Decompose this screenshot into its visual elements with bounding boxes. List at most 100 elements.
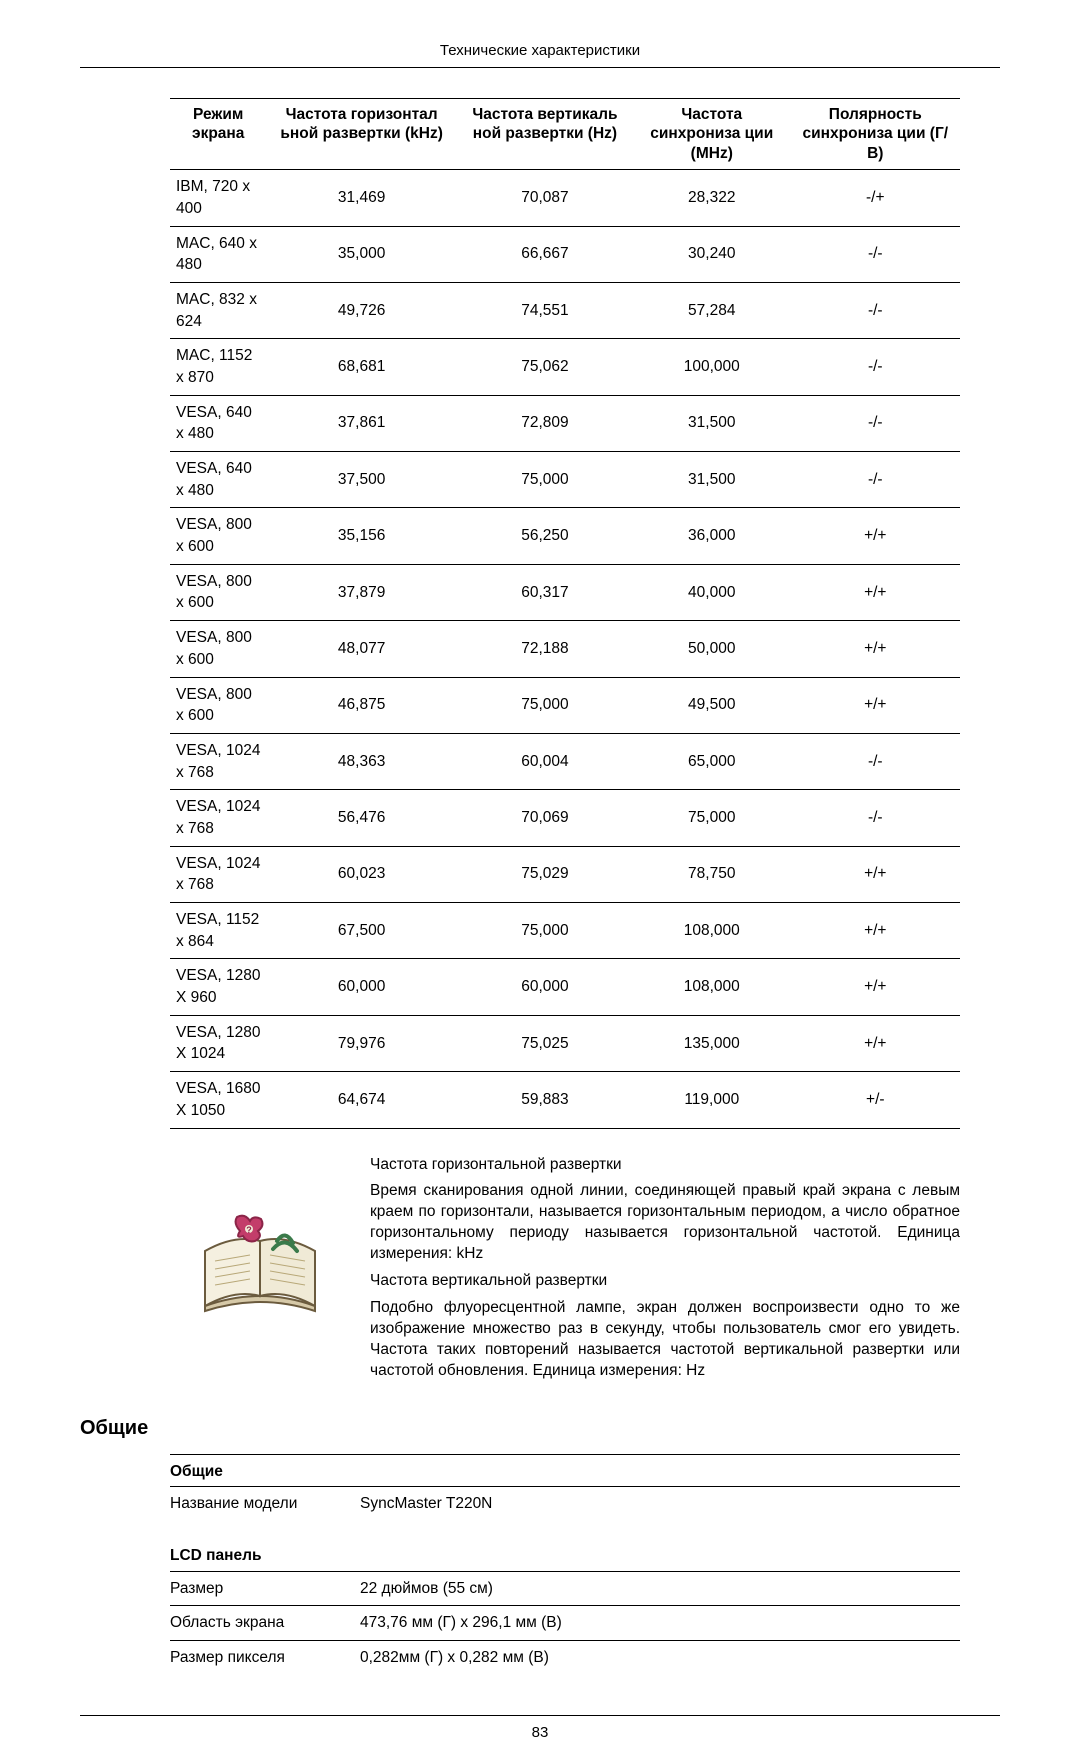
table-cell: +/+ — [791, 1015, 960, 1071]
table-cell: 119,000 — [633, 1072, 791, 1128]
table-row: VESA, 1152 x 86467,50075,000108,000+/+ — [170, 903, 960, 959]
table-cell: 72,809 — [457, 395, 633, 451]
spec-model-label: Название модели — [170, 1493, 360, 1515]
col-hfreq: Частота горизонтал ьной развертки (kHz) — [266, 99, 456, 170]
table-cell: 59,883 — [457, 1072, 633, 1128]
table-cell: 67,500 — [266, 903, 456, 959]
table-row: VESA, 800 x 60046,87575,00049,500+/+ — [170, 677, 960, 733]
frequency-info-block: ? Частота горизонтальной развертки Время… — [170, 1155, 960, 1388]
table-cell: 36,000 — [633, 508, 791, 564]
table-cell: 60,023 — [266, 846, 456, 902]
table-cell: +/+ — [791, 677, 960, 733]
spec-lcd-subhead: LCD панель — [170, 1539, 960, 1572]
table-cell: MAC, 832 x 624 — [170, 282, 266, 338]
page-header: Технические характеристики — [80, 40, 1000, 68]
table-cell: +/+ — [791, 959, 960, 1015]
table-cell: -/- — [791, 282, 960, 338]
table-cell: MAC, 1152 x 870 — [170, 339, 266, 395]
table-cell: 70,087 — [457, 170, 633, 226]
table-cell: -/- — [791, 452, 960, 508]
table-cell: 66,667 — [457, 226, 633, 282]
table-cell: 60,000 — [457, 959, 633, 1015]
table-row: VESA, 800 x 60048,07772,18850,000+/+ — [170, 621, 960, 677]
table-row: VESA, 1280 X 102479,97675,025135,000+/+ — [170, 1015, 960, 1071]
frequency-info-text: Частота горизонтальной развертки Время с… — [370, 1155, 960, 1388]
table-cell: 108,000 — [633, 959, 791, 1015]
table-cell: VESA, 1024 x 768 — [170, 846, 266, 902]
hfreq-title: Частота горизонтальной развертки — [370, 1155, 960, 1176]
spec-row-size: Размер 22 дюймов (55 см) — [170, 1572, 960, 1607]
table-cell: 75,000 — [457, 452, 633, 508]
spec-row-model: Название модели SyncMaster T220N — [170, 1487, 960, 1521]
table-row: VESA, 800 x 60035,15656,25036,000+/+ — [170, 508, 960, 564]
table-cell: -/- — [791, 226, 960, 282]
table-cell: 75,025 — [457, 1015, 633, 1071]
table-cell: 108,000 — [633, 903, 791, 959]
table-cell: VESA, 1280 X 1024 — [170, 1015, 266, 1071]
table-cell: +/- — [791, 1072, 960, 1128]
table-cell: 74,551 — [457, 282, 633, 338]
table-cell: -/- — [791, 339, 960, 395]
table-row: VESA, 1024 x 76856,47670,06975,000-/- — [170, 790, 960, 846]
table-row: VESA, 640 x 48037,50075,00031,500-/- — [170, 452, 960, 508]
spec-model-value: SyncMaster T220N — [360, 1493, 960, 1515]
table-cell: 35,156 — [266, 508, 456, 564]
table-cell: -/- — [791, 790, 960, 846]
table-row: VESA, 1680 X 105064,67459,883119,000+/- — [170, 1072, 960, 1128]
table-cell: -/- — [791, 395, 960, 451]
table-cell: +/+ — [791, 564, 960, 620]
table-cell: VESA, 800 x 600 — [170, 677, 266, 733]
spec-general-subhead: Общие — [170, 1455, 960, 1488]
table-cell: 65,000 — [633, 733, 791, 789]
table-cell: 100,000 — [633, 339, 791, 395]
table-row: MAC, 832 x 62449,72674,55157,284-/- — [170, 282, 960, 338]
spec-row-pixel: Размер пикселя 0,282мм (Г) x 0,282 мм (В… — [170, 1641, 960, 1675]
modes-table-wrapper: Режим экрана Частота горизонтал ьной раз… — [170, 98, 960, 1129]
table-cell: VESA, 1024 x 768 — [170, 733, 266, 789]
table-cell: 56,476 — [266, 790, 456, 846]
table-cell: 75,000 — [457, 677, 633, 733]
table-row: VESA, 800 x 60037,87960,31740,000+/+ — [170, 564, 960, 620]
book-icon: ? — [170, 1211, 350, 1331]
table-cell: 37,879 — [266, 564, 456, 620]
col-mode: Режим экрана — [170, 99, 266, 170]
spec-size-label: Размер — [170, 1578, 360, 1600]
table-cell: 75,000 — [457, 903, 633, 959]
table-cell: 40,000 — [633, 564, 791, 620]
spec-pixel-label: Размер пикселя — [170, 1647, 360, 1669]
table-cell: VESA, 1280 X 960 — [170, 959, 266, 1015]
table-cell: 75,000 — [633, 790, 791, 846]
spec-pixel-value: 0,282мм (Г) x 0,282 мм (В) — [360, 1647, 960, 1669]
table-row: VESA, 640 x 48037,86172,80931,500-/- — [170, 395, 960, 451]
table-cell: MAC, 640 x 480 — [170, 226, 266, 282]
table-cell: 60,000 — [266, 959, 456, 1015]
table-cell: 35,000 — [266, 226, 456, 282]
col-pol: Полярность синхрониза ции (Г/В) — [791, 99, 960, 170]
table-cell: 79,976 — [266, 1015, 456, 1071]
table-cell: VESA, 1152 x 864 — [170, 903, 266, 959]
spec-row-area: Область экрана 473,76 мм (Г) x 296,1 мм … — [170, 1606, 960, 1641]
table-cell: 135,000 — [633, 1015, 791, 1071]
table-cell: 30,240 — [633, 226, 791, 282]
vfreq-title: Частота вертикальной развертки — [370, 1271, 960, 1292]
table-cell: 28,322 — [633, 170, 791, 226]
table-cell: 72,188 — [457, 621, 633, 677]
table-cell: 48,363 — [266, 733, 456, 789]
table-cell: 50,000 — [633, 621, 791, 677]
table-cell: 37,861 — [266, 395, 456, 451]
table-cell: 37,500 — [266, 452, 456, 508]
hfreq-body: Время сканирования одной линии, соединяю… — [370, 1181, 960, 1265]
table-cell: +/+ — [791, 903, 960, 959]
col-sync: Частота синхрониза ции (MHz) — [633, 99, 791, 170]
table-cell: 48,077 — [266, 621, 456, 677]
table-cell: VESA, 640 x 480 — [170, 395, 266, 451]
table-cell: 31,469 — [266, 170, 456, 226]
table-cell: +/+ — [791, 846, 960, 902]
table-cell: 64,674 — [266, 1072, 456, 1128]
col-vfreq: Частота вертикаль ной развертки (Hz) — [457, 99, 633, 170]
table-cell: 78,750 — [633, 846, 791, 902]
table-cell: 70,069 — [457, 790, 633, 846]
table-row: VESA, 1024 x 76860,02375,02978,750+/+ — [170, 846, 960, 902]
spec-block: Общие Название модели SyncMaster T220N L… — [170, 1454, 960, 1675]
table-cell: 31,500 — [633, 452, 791, 508]
